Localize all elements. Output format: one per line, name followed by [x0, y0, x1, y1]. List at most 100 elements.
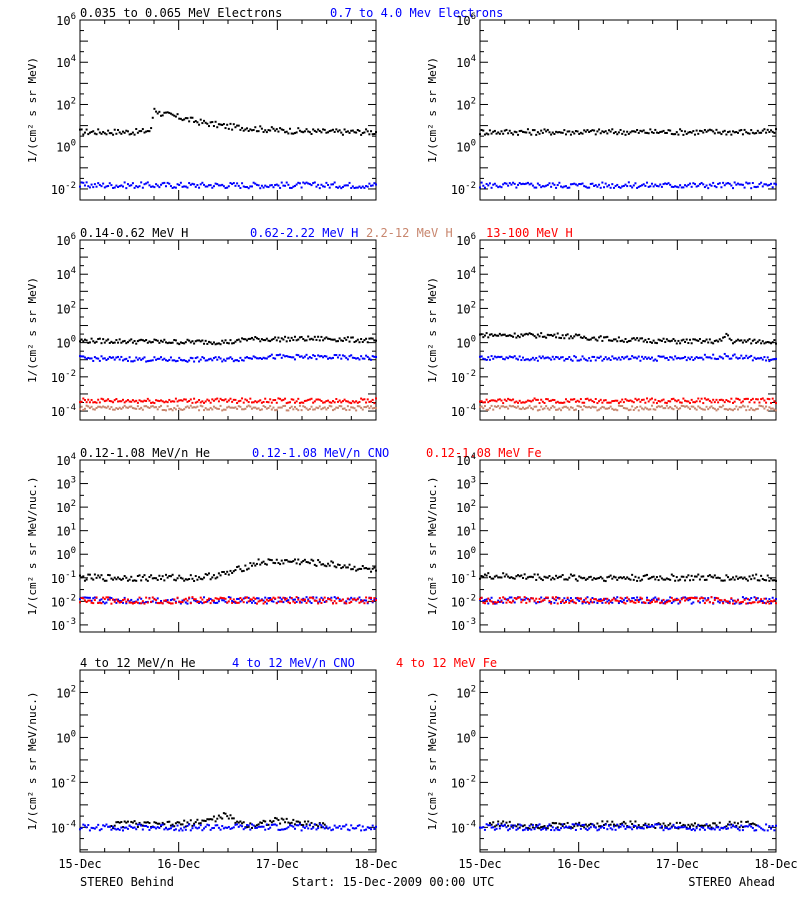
- data-point: [145, 130, 148, 133]
- data-point: [604, 399, 607, 402]
- data-point: [303, 339, 306, 342]
- data-point: [279, 600, 282, 603]
- data-point: [695, 185, 698, 188]
- data-point: [242, 401, 245, 404]
- data-point: [773, 339, 776, 342]
- data-point: [236, 597, 239, 600]
- data-point: [179, 576, 182, 579]
- data-point: [161, 340, 164, 343]
- data-point: [280, 598, 283, 601]
- data-point: [317, 559, 320, 562]
- data-point: [586, 338, 589, 341]
- data-point: [267, 558, 270, 561]
- data-point: [358, 400, 361, 403]
- data-point: [356, 405, 359, 408]
- data-point: [280, 600, 283, 603]
- data-point: [250, 336, 253, 339]
- data-point: [255, 824, 258, 827]
- data-point: [113, 600, 116, 603]
- data-point: [345, 400, 348, 403]
- data-point: [136, 575, 139, 578]
- data-point: [189, 819, 192, 822]
- data-point: [98, 359, 101, 362]
- data-point: [188, 406, 191, 409]
- data-point: [670, 826, 673, 829]
- data-point: [632, 130, 635, 133]
- data-point: [206, 599, 209, 602]
- data-point: [680, 575, 683, 578]
- data-point: [500, 599, 503, 602]
- data-point: [191, 827, 194, 830]
- data-point: [483, 405, 486, 408]
- data-point: [151, 826, 154, 829]
- data-point: [654, 823, 657, 826]
- data-point: [211, 186, 214, 189]
- data-point: [647, 577, 650, 580]
- data-point: [558, 407, 561, 410]
- data-point: [80, 355, 83, 358]
- data-point: [313, 355, 316, 358]
- data-point: [174, 408, 177, 411]
- data-point: [523, 131, 526, 134]
- data-point: [689, 338, 692, 341]
- data-point: [594, 577, 597, 580]
- data-point: [636, 129, 639, 132]
- data-point: [743, 598, 746, 601]
- data-point: [751, 408, 754, 411]
- data-point: [206, 408, 209, 411]
- y-tick-label: 104: [456, 266, 476, 282]
- data-point: [214, 577, 217, 580]
- data-point: [735, 826, 738, 829]
- data-point: [79, 355, 81, 358]
- data-point: [203, 119, 206, 122]
- data-point: [493, 405, 496, 408]
- data-point: [644, 574, 647, 577]
- data-point: [642, 408, 645, 411]
- data-point: [206, 122, 209, 125]
- data-point: [371, 600, 374, 603]
- data-point: [333, 338, 336, 341]
- data-point: [108, 574, 111, 577]
- data-point: [287, 826, 290, 829]
- data-point: [148, 340, 151, 343]
- data-point: [569, 827, 572, 830]
- data-point: [361, 599, 364, 602]
- data-point: [226, 186, 229, 189]
- data-point: [305, 181, 308, 184]
- data-point: [249, 337, 252, 340]
- data-point: [186, 400, 189, 403]
- data-point: [173, 829, 176, 832]
- data-point: [677, 399, 680, 402]
- data-point: [525, 601, 528, 604]
- data-point: [558, 131, 561, 134]
- data-point: [650, 600, 653, 603]
- data-point: [485, 600, 488, 603]
- data-point: [682, 405, 685, 408]
- data-point: [350, 402, 353, 405]
- data-point: [308, 596, 311, 599]
- data-point: [287, 601, 290, 604]
- data-point: [312, 559, 315, 562]
- data-point: [246, 568, 249, 571]
- data-point: [293, 401, 296, 404]
- data-point: [160, 356, 163, 359]
- data-point: [705, 823, 708, 826]
- data-point: [743, 597, 746, 600]
- data-point: [622, 357, 625, 360]
- data-point: [204, 407, 207, 410]
- data-point: [320, 131, 323, 134]
- data-point: [282, 405, 285, 408]
- data-point: [156, 339, 159, 342]
- data-point: [315, 599, 318, 602]
- data-point: [482, 129, 485, 132]
- data-point: [775, 409, 777, 412]
- data-point: [212, 341, 215, 344]
- data-point: [603, 823, 606, 826]
- data-point: [533, 397, 536, 400]
- data-point: [761, 185, 764, 188]
- data-point: [178, 821, 181, 824]
- data-point: [169, 575, 172, 578]
- data-point: [277, 397, 280, 400]
- data-point: [350, 596, 353, 599]
- data-point: [138, 339, 141, 342]
